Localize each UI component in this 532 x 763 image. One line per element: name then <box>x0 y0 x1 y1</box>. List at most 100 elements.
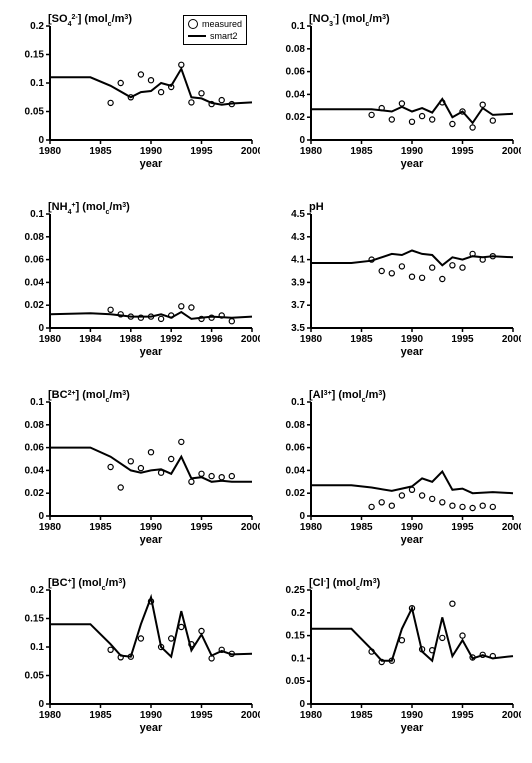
series-measured-point <box>159 316 164 321</box>
ytick-label: 0.06 <box>25 443 45 454</box>
series-measured-point <box>179 439 184 444</box>
chart-panel-so4: 00.050.10.150.219801985199019952000year[… <box>10 10 261 180</box>
series-measured-point <box>480 503 485 508</box>
series-measured-point <box>379 268 384 273</box>
xlabel: year <box>140 722 163 734</box>
series-measured-point <box>179 624 184 629</box>
xtick-label: 2000 <box>502 146 521 157</box>
ytick-label: 0.2 <box>30 585 44 596</box>
ylabel: [SO42-] (molc/m3) <box>48 13 132 28</box>
series-measured-point <box>420 114 425 119</box>
ytick-label: 0.02 <box>25 488 45 499</box>
ytick-label: 0.2 <box>30 21 44 32</box>
series-measured-point <box>169 636 174 641</box>
ytick-label: 0.05 <box>25 671 45 682</box>
ylabel: [NH4+] (molc/m3) <box>48 201 130 216</box>
xtick-label: 1985 <box>350 522 373 533</box>
legend-marker-measured <box>188 19 198 29</box>
xtick-label: 1990 <box>140 522 163 533</box>
series-measured-point <box>229 474 234 479</box>
legend-label-smart2: smart2 <box>210 30 238 42</box>
ytick-label: 3.7 <box>291 300 305 311</box>
ytick-label: 0.05 <box>286 676 306 687</box>
ytick-label: 0.04 <box>286 89 306 100</box>
chart-panel-ph: 3.53.73.94.14.34.519801985199019952000ye… <box>271 198 522 368</box>
ylabel: [NO3-] (molc/m3) <box>309 13 390 28</box>
series-measured-point <box>450 503 455 508</box>
series-measured-point <box>460 265 465 270</box>
series-measured-point <box>389 271 394 276</box>
xtick-label: 1990 <box>401 522 424 533</box>
xtick-label: 2000 <box>241 522 260 533</box>
series-measured-point <box>460 633 465 638</box>
xtick-label: 1995 <box>451 710 474 721</box>
series-measured-point <box>199 471 204 476</box>
ytick-label: 0 <box>38 135 44 146</box>
series-measured-point <box>490 504 495 509</box>
series-measured-point <box>189 479 194 484</box>
xtick-label: 1996 <box>200 334 223 345</box>
ytick-label: 0.15 <box>286 631 306 642</box>
series-measured-point <box>420 275 425 280</box>
series-measured-point <box>199 91 204 96</box>
xtick-label: 1980 <box>39 334 62 345</box>
ytick-label: 4.5 <box>291 209 305 220</box>
xlabel: year <box>401 346 424 358</box>
ytick-label: 0.08 <box>25 420 45 431</box>
series-measured-point <box>470 125 475 130</box>
series-measured-point <box>399 493 404 498</box>
ytick-label: 0.04 <box>286 465 306 476</box>
xtick-label: 1995 <box>190 146 213 157</box>
xtick-label: 1980 <box>39 522 62 533</box>
ytick-label: 0.02 <box>25 300 45 311</box>
ytick-label: 0.06 <box>286 67 306 78</box>
series-smart2 <box>50 448 252 482</box>
ytick-label: 0.2 <box>291 608 305 619</box>
ytick-label: 0 <box>299 135 305 146</box>
ytick-label: 0.15 <box>25 614 45 625</box>
xtick-label: 1990 <box>140 146 163 157</box>
series-smart2 <box>50 69 252 105</box>
series-measured-point <box>490 118 495 123</box>
ylabel: pH <box>309 201 324 213</box>
series-smart2 <box>311 472 513 494</box>
xtick-label: 2000 <box>241 146 260 157</box>
xlabel: year <box>140 346 163 358</box>
ytick-label: 0 <box>38 699 44 710</box>
xtick-label: 1995 <box>451 146 474 157</box>
xtick-label: 1980 <box>300 522 323 533</box>
series-smart2 <box>311 608 513 661</box>
ytick-label: 4.3 <box>291 232 305 243</box>
series-measured-point <box>399 264 404 269</box>
ytick-label: 0 <box>38 323 44 334</box>
ylabel: [Cl-] (molc/m3) <box>309 577 381 592</box>
series-measured-point <box>118 80 123 85</box>
ytick-label: 0.06 <box>286 443 306 454</box>
ytick-label: 0.02 <box>286 488 306 499</box>
series-measured-point <box>420 493 425 498</box>
xtick-label: 1980 <box>39 710 62 721</box>
xtick-label: 1990 <box>401 146 424 157</box>
ytick-label: 0.1 <box>30 209 44 220</box>
series-measured-point <box>450 263 455 268</box>
series-measured-point <box>450 121 455 126</box>
series-measured-point <box>440 500 445 505</box>
ytick-label: 0.25 <box>286 585 306 596</box>
ylabel: [Al3+] (molc/m3) <box>309 389 386 404</box>
xtick-label: 1990 <box>401 334 424 345</box>
xtick-label: 1980 <box>300 334 323 345</box>
legend: measuredsmart2 <box>183 15 247 45</box>
series-measured-point <box>189 100 194 105</box>
xtick-label: 1985 <box>350 334 373 345</box>
xlabel: year <box>140 534 163 546</box>
series-measured-point <box>389 503 394 508</box>
ytick-label: 4.1 <box>291 255 305 266</box>
ytick-label: 0.1 <box>30 397 44 408</box>
series-measured-point <box>189 305 194 310</box>
xtick-label: 1995 <box>451 334 474 345</box>
xlabel: year <box>401 158 424 170</box>
series-measured-point <box>409 487 414 492</box>
series-measured-point <box>179 304 184 309</box>
ytick-label: 0.1 <box>30 78 44 89</box>
series-measured-point <box>389 117 394 122</box>
